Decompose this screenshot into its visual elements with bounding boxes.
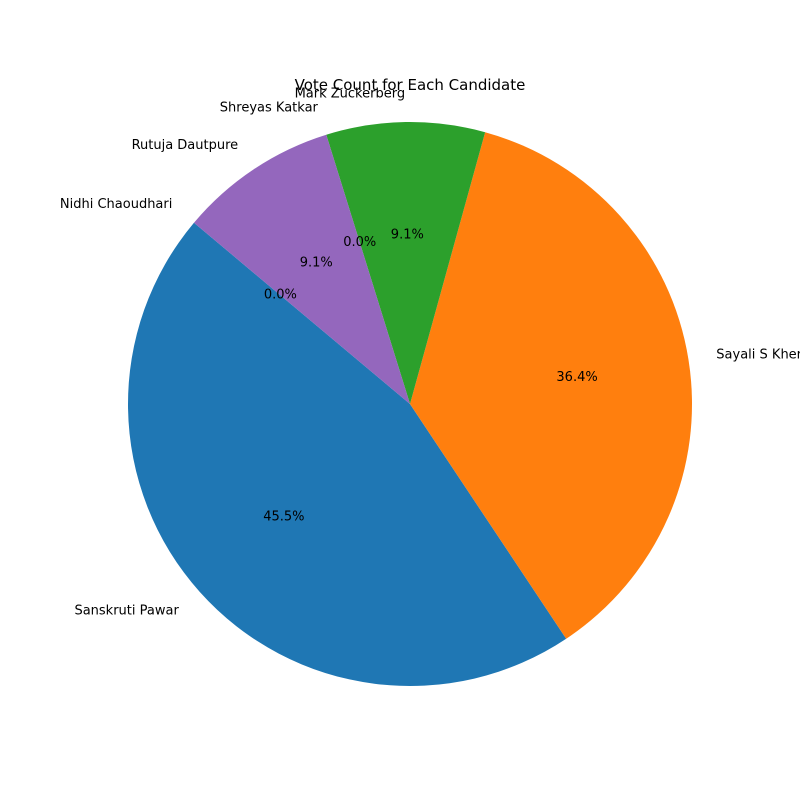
slice-label-sanskruti-pawar: Sanskruti Pawar — [74, 603, 179, 618]
percent-label-sanskruti-pawar: 45.5% — [263, 509, 304, 524]
percent-label-nidhi-chaoudhari: 0.0% — [264, 288, 297, 303]
slice-label-nidhi-chaoudhari: Nidhi Chaoudhari — [60, 197, 172, 212]
slice-label-rutuja-dautpure: Rutuja Dautpure — [132, 138, 239, 153]
percent-label-sayali-s-kher: 36.4% — [556, 370, 597, 385]
pie-slice-rutuja-dautpure — [193, 134, 410, 404]
pie-labels: Sanskruti Pawar 45.5% Sayali S Kher 36.4% Ma… — [60, 86, 800, 618]
slice-label-mark-zuckerberg: Mark Zuckerberg — [295, 86, 406, 101]
slice-label-shreyas-katkar: Shreyas Katkar — [220, 100, 319, 115]
pie-slices — [127, 122, 692, 687]
percent-label-shreyas-katkar: 0.0% — [343, 235, 376, 250]
pie-slice-sanskruti-pawar — [127, 222, 567, 687]
pie-slice-sayali-s-kher — [410, 132, 692, 639]
percent-label-rutuja-dautpure: 9.1% — [300, 256, 333, 271]
chart-title: Vote Count for Each Candidate — [295, 76, 526, 94]
percent-label-mark-zuckerberg: 9.1% — [391, 227, 424, 242]
slice-label-sayali-s-kher: Sayali S Kher — [716, 347, 800, 362]
pie-slice-mark-zuckerberg — [326, 122, 486, 404]
